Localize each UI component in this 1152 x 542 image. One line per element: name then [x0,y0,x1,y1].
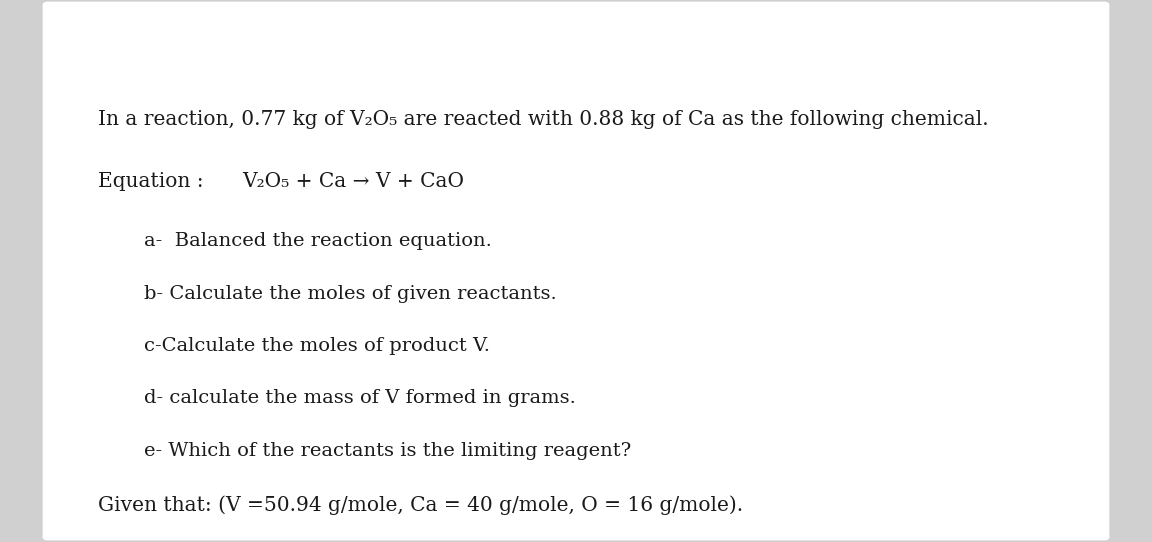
Text: c-Calculate the moles of product V.: c-Calculate the moles of product V. [144,337,490,355]
Text: d- calculate the mass of V formed in grams.: d- calculate the mass of V formed in gra… [144,389,576,408]
Text: e- Which of the reactants is the limiting reagent?: e- Which of the reactants is the limitin… [144,442,631,460]
Text: Given that: (V =50.94 g/mole, Ca = 40 g/mole, O = 16 g/mole).: Given that: (V =50.94 g/mole, Ca = 40 g/… [98,495,743,515]
Text: Equation :: Equation : [98,172,204,191]
Text: In a reaction, 0.77 kg of V₂O₅ are reacted with 0.88 kg of Ca as the following c: In a reaction, 0.77 kg of V₂O₅ are react… [98,109,988,129]
Text: a-  Balanced the reaction equation.: a- Balanced the reaction equation. [144,232,492,250]
Text: b- Calculate the moles of given reactants.: b- Calculate the moles of given reactant… [144,285,556,303]
Text: V₂O₅ + Ca → V + CaO: V₂O₅ + Ca → V + CaO [242,172,464,191]
